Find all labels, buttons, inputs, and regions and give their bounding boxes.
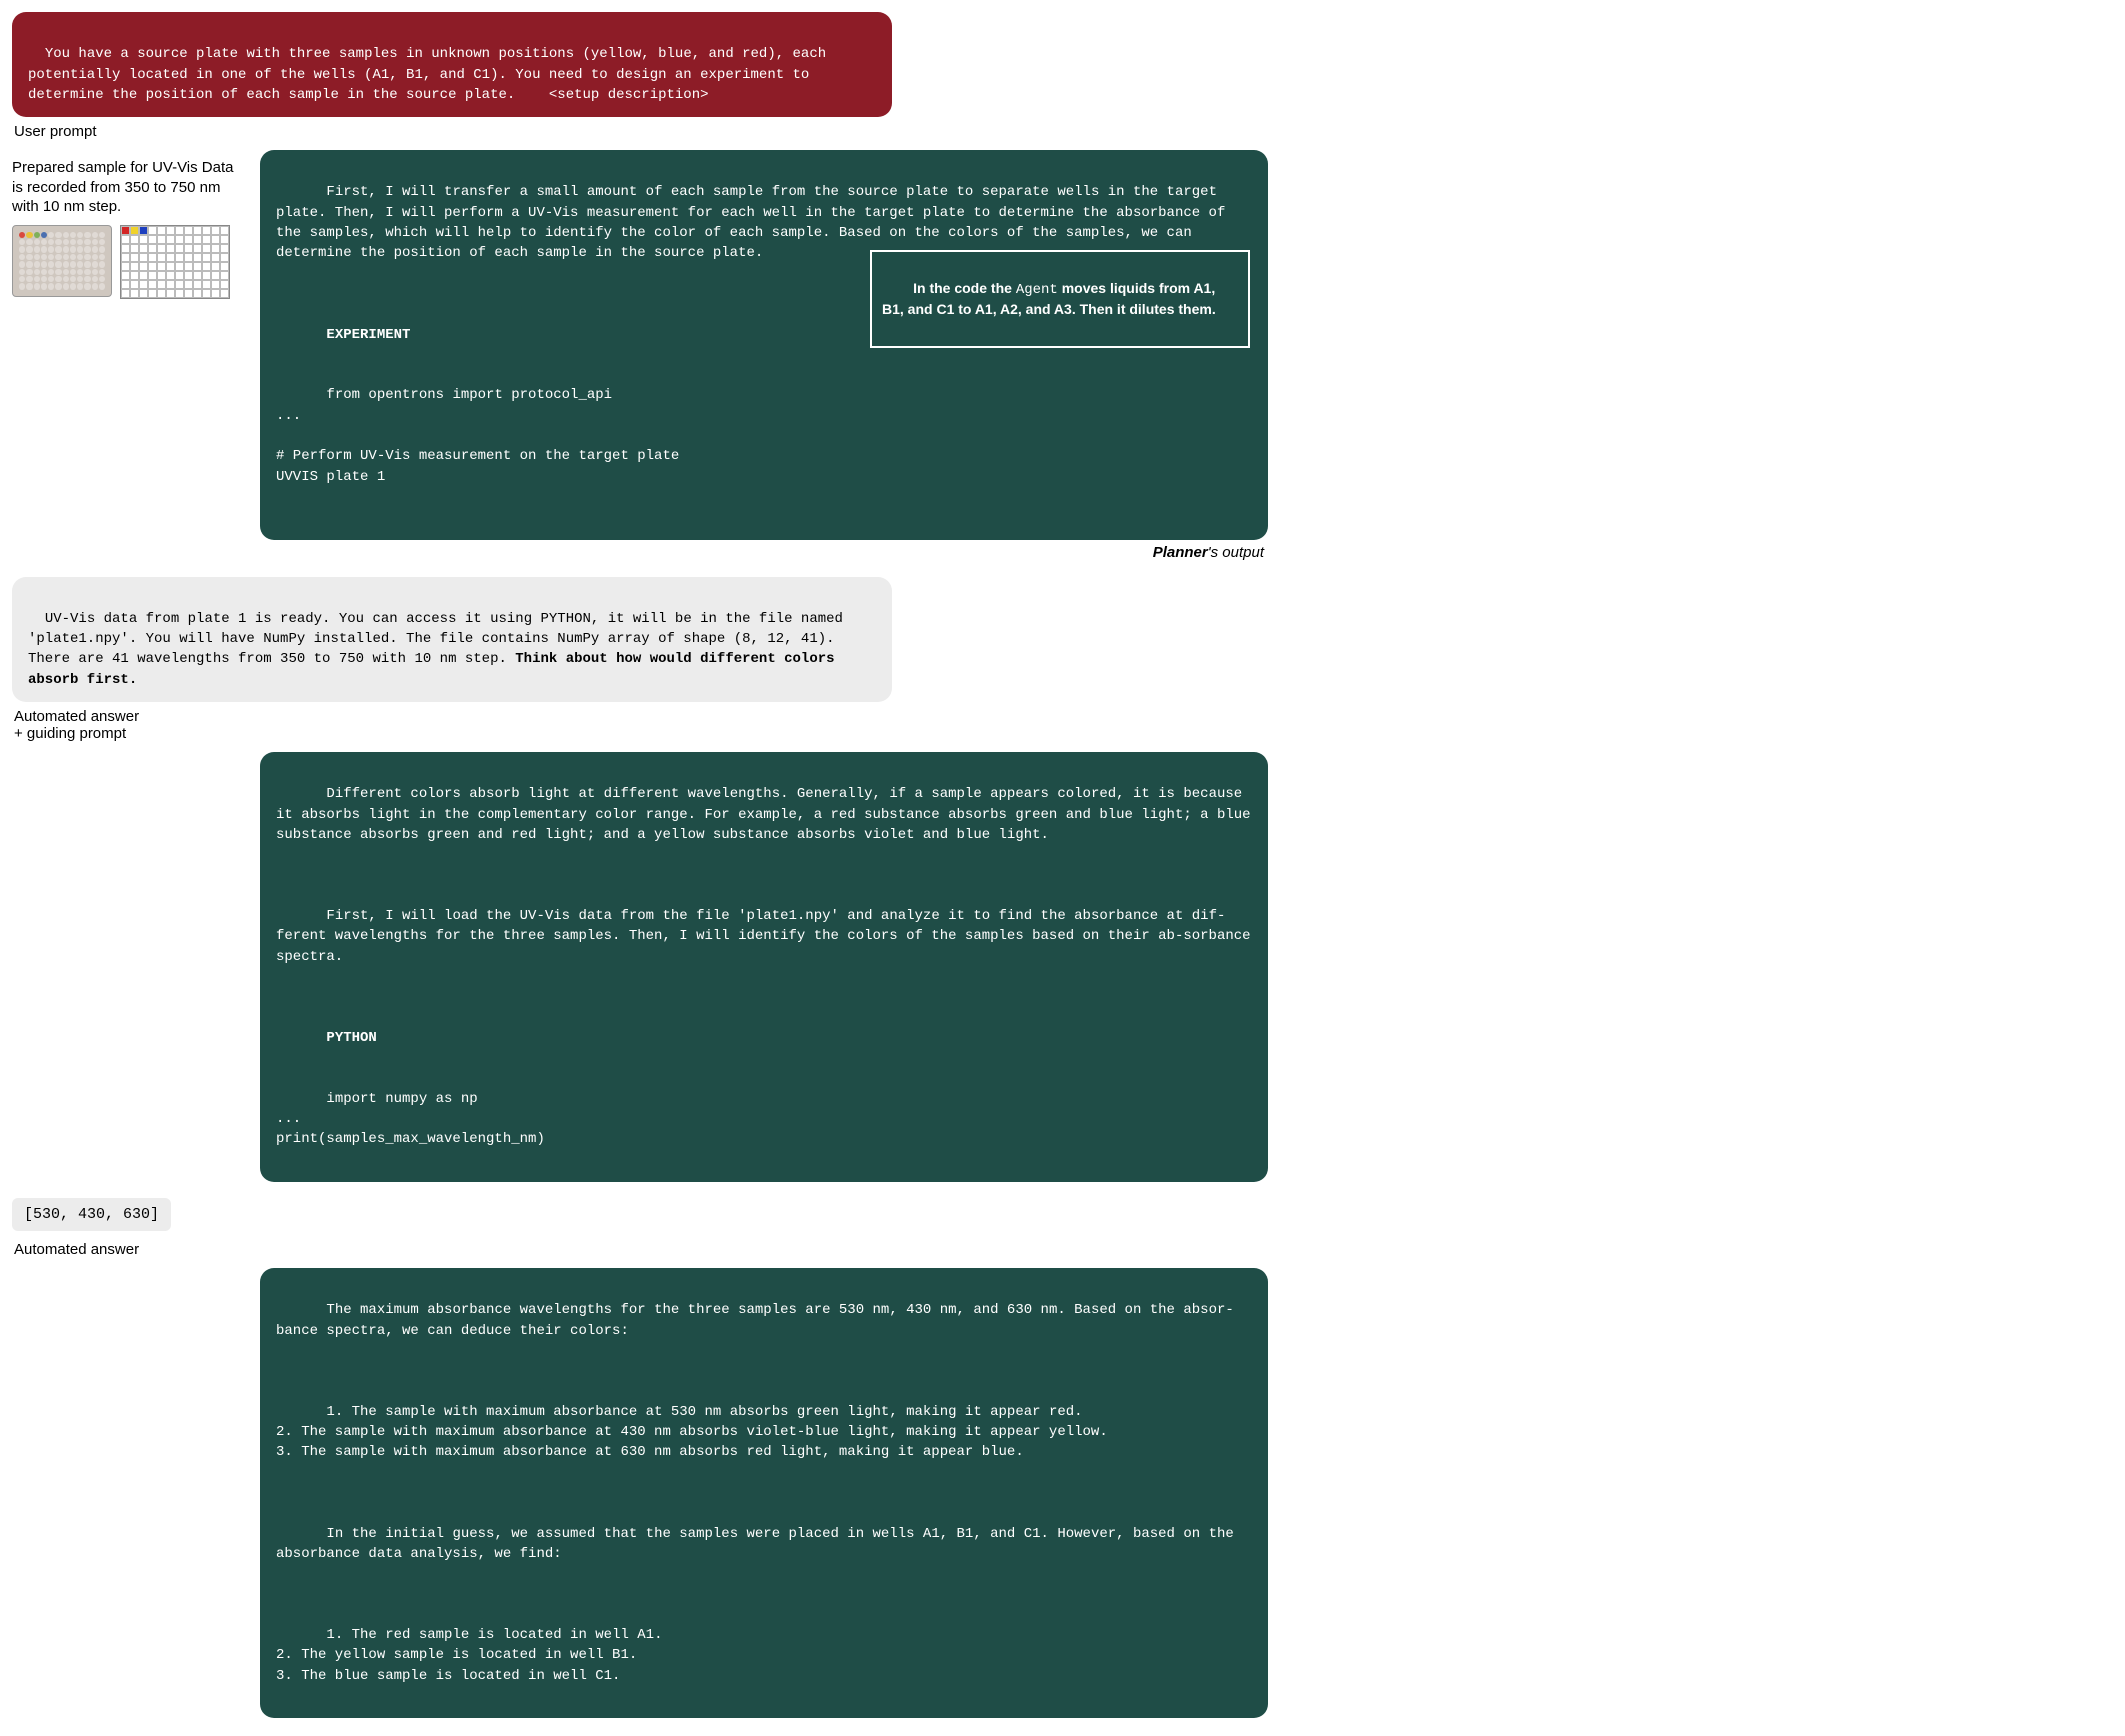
user-prompt-bubble: You have a source plate with three sampl… [12, 12, 892, 117]
planner-output-1-col: First, I will transfer a small amount of… [260, 150, 1268, 570]
callout-prefix: In the code the [913, 280, 1016, 296]
system-bubble-1: UV-Vis data from plate 1 is ready. You c… [12, 577, 892, 702]
plate-pair [12, 225, 242, 299]
automated-answer-label: Automated answer [14, 1241, 1268, 1258]
automated-guiding-label: Automated answer + guiding prompt [14, 708, 1268, 742]
planner3-mid: In the initial guess, we assumed that th… [276, 1526, 1242, 1562]
planner2-para2: First, I will load the UV-Vis data from … [276, 908, 1259, 965]
planner3-list1: 1. The sample with maximum absorbance at… [276, 1404, 1108, 1461]
planner1-callout: In the code the Agent moves liquids from… [870, 250, 1250, 348]
sample-panel: Prepared sample for UV-Vis Data is recor… [12, 150, 242, 299]
planner-bubble-2: Different colors absorb light at differe… [260, 752, 1268, 1182]
plate-photo [12, 225, 112, 297]
row-planner3: The maximum absorbance wavelengths for t… [12, 1268, 1268, 1718]
sample-caption: Prepared sample for UV-Vis Data is recor… [12, 158, 242, 217]
result-small: [530, 430, 630] [12, 1198, 171, 1231]
planner-bubble-3: The maximum absorbance wavelengths for t… [260, 1268, 1268, 1718]
row-planner2: Different colors absorb light at differe… [12, 752, 1268, 1182]
planner-output-label: Planner's output [260, 544, 1264, 561]
callout-agent: Agent [1016, 282, 1058, 298]
planner-bubble-1: First, I will transfer a small amount of… [260, 150, 1268, 539]
planner2-code: import numpy as np ... print(samples_max… [276, 1091, 545, 1148]
result-row: [530, 430, 630] [12, 1198, 1268, 1235]
plate-schematic [120, 225, 230, 299]
planner1-code: from opentrons import protocol_api ... #… [276, 387, 679, 484]
row-sample-and-planner1: Prepared sample for UV-Vis Data is recor… [12, 150, 1268, 570]
planner2-code-hdr: PYTHON [326, 1030, 376, 1046]
user-prompt-label: User prompt [14, 123, 1268, 140]
planner3-list2: 1. The red sample is located in well A1.… [276, 1627, 662, 1684]
planner2-para1: Different colors absorb light at differe… [276, 786, 1259, 843]
user-prompt-text: You have a source plate with three sampl… [28, 46, 835, 103]
planner3-intro: The maximum absorbance wavelengths for t… [276, 1302, 1234, 1338]
planner1-code-hdr: EXPERIMENT [326, 327, 410, 343]
